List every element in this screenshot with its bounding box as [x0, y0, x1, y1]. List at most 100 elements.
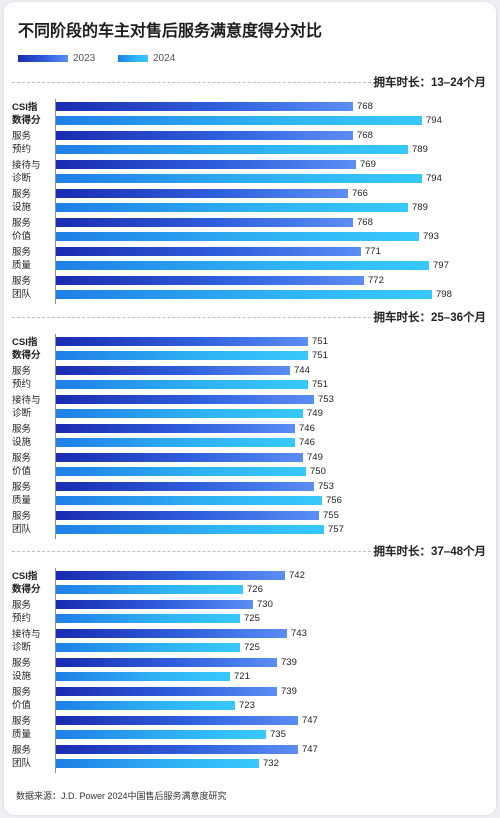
bar-2023 [56, 102, 353, 111]
value-label-2023: 751 [312, 336, 328, 347]
value-label-2024: 756 [326, 495, 342, 506]
bar-2023 [56, 571, 285, 580]
bar-2023 [56, 131, 353, 140]
bar-2023 [56, 745, 298, 754]
bar-2023 [56, 395, 314, 404]
bar-2024 [56, 409, 303, 418]
panel-title: 拥车时长：13–24个月 [373, 77, 486, 89]
bar-2024 [56, 174, 422, 183]
value-label-2023: 742 [289, 570, 305, 581]
bar-2024 [56, 643, 240, 652]
category-label: 服务 团队 [12, 745, 32, 769]
category-label: CSI指 数得分 [12, 337, 41, 361]
value-label-2024: 794 [426, 173, 442, 184]
value-label-2023: 747 [302, 715, 318, 726]
source-note: 数据来源：J.D. Power 2024中国售后服务满意度研究 [16, 791, 227, 801]
category-label: 接待与 诊断 [12, 160, 41, 184]
bar-2024 [56, 290, 432, 299]
bar-2023 [56, 160, 356, 169]
value-label-2024: 757 [328, 524, 344, 535]
value-label-2023: 747 [302, 744, 318, 755]
category-label: 服务 预约 [12, 366, 32, 390]
chart-panel-2: 拥车时长：25–36个月 CSI指 数得分 751 751 服务 预约 744 751 接待与 诊断… [4, 309, 496, 539]
bar-2024 [56, 261, 429, 270]
bar-2024 [56, 672, 230, 681]
value-label-2023: 739 [281, 686, 297, 697]
category-label: 服务 预约 [12, 600, 32, 624]
category-label: 服务 质量 [12, 482, 32, 506]
value-label-2024: 797 [433, 260, 449, 271]
bar-2023 [56, 189, 348, 198]
category-label: 接待与 诊断 [12, 395, 41, 419]
value-label-2024: 798 [436, 289, 452, 300]
bar-2024 [56, 585, 243, 594]
value-label-2023: 739 [281, 657, 297, 668]
value-label-2023: 753 [318, 394, 334, 405]
category-label: 服务 质量 [12, 716, 32, 740]
bar-2024 [56, 730, 266, 739]
bar-2023 [56, 482, 314, 491]
value-label-2024: 793 [423, 231, 439, 242]
category-label: 服务 团队 [12, 276, 32, 300]
value-label-2023: 744 [294, 365, 310, 376]
category-label: 服务 团队 [12, 511, 32, 535]
bar-2024 [56, 614, 240, 623]
panel-divider [12, 82, 376, 83]
value-label-2024: 749 [307, 408, 323, 419]
bar-2023 [56, 629, 287, 638]
value-label-2024: 750 [310, 466, 326, 477]
category-label: 服务 设施 [12, 189, 32, 213]
value-label-2023: 746 [299, 423, 315, 434]
value-label-2024: 751 [312, 379, 328, 390]
bar-2024 [56, 203, 408, 212]
category-label: 服务 价值 [12, 453, 32, 477]
legend-swatch-2023 [18, 55, 68, 62]
value-label-2023: 768 [357, 217, 373, 228]
value-label-2023: 755 [323, 510, 339, 521]
value-label-2023: 749 [307, 452, 323, 463]
value-label-2023: 730 [257, 599, 273, 610]
value-label-2024: 732 [263, 758, 279, 769]
value-label-2023: 769 [360, 159, 376, 170]
y-axis-line [55, 568, 56, 773]
value-label-2023: 766 [352, 188, 368, 199]
legend-label-2024: 2024 [153, 53, 176, 64]
category-label: 服务 价值 [12, 687, 32, 711]
legend-label-2023: 2023 [73, 53, 96, 64]
bar-2024 [56, 232, 419, 241]
value-label-2024: 751 [312, 350, 328, 361]
value-label-2023: 768 [357, 101, 373, 112]
bar-2023 [56, 337, 308, 346]
value-label-2023: 753 [318, 481, 334, 492]
value-label-2024: 789 [412, 144, 428, 155]
value-label-2023: 772 [368, 275, 384, 286]
bar-2024 [56, 351, 308, 360]
bar-2023 [56, 247, 361, 256]
value-label-2024: 746 [299, 437, 315, 448]
bar-2024 [56, 380, 308, 389]
chart-card: 不同阶段的车主对售后服务满意度得分对比 2023 2024 拥车时长：13–24… [4, 2, 496, 815]
value-label-2023: 771 [365, 246, 381, 257]
bar-2024 [56, 145, 408, 154]
bar-2023 [56, 658, 277, 667]
legend-swatch-2024 [118, 55, 148, 62]
bar-2023 [56, 716, 298, 725]
panel-title: 拥车时长：25–36个月 [373, 312, 486, 324]
bar-2023 [56, 453, 303, 462]
bar-2024 [56, 496, 322, 505]
value-label-2024: 794 [426, 115, 442, 126]
value-label-2023: 743 [291, 628, 307, 639]
panel-title: 拥车时长：37–48个月 [373, 546, 486, 558]
bar-2024 [56, 438, 295, 447]
bar-2023 [56, 600, 253, 609]
value-label-2024: 735 [270, 729, 286, 740]
category-label: 服务 预约 [12, 131, 32, 155]
chart-title: 不同阶段的车主对售后服务满意度得分对比 [18, 23, 323, 40]
panel-divider [12, 317, 376, 318]
category-label: 服务 质量 [12, 247, 32, 271]
bar-2024 [56, 116, 422, 125]
category-label: CSI指 数得分 [12, 102, 41, 126]
y-axis-line [55, 99, 56, 304]
bar-2024 [56, 759, 259, 768]
bar-2023 [56, 424, 295, 433]
